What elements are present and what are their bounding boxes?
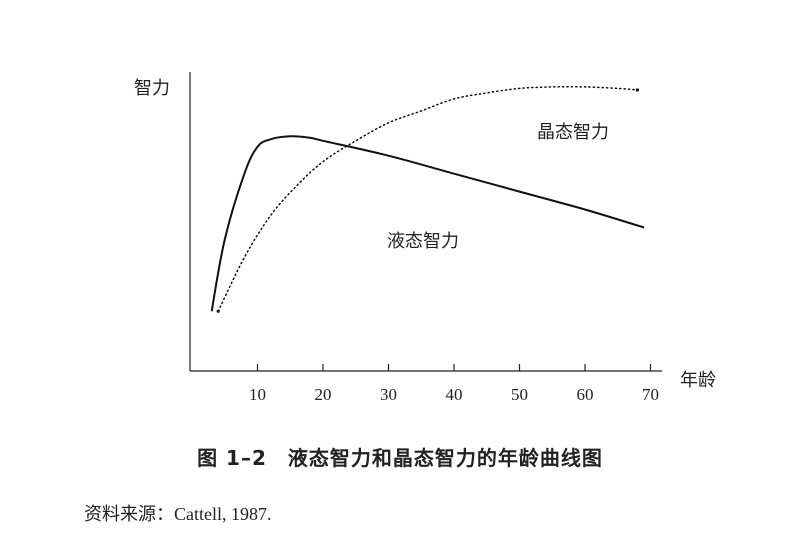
fluid-intelligence-line [210,135,645,312]
chart: 10 20 30 40 50 60 70 智力 年龄 晶态智力 液态智力 [134,72,716,404]
crystallized-intelligence-line [217,86,639,312]
source-note: 资料来源：Cattell, 1987. [84,504,272,524]
x-tick-label: 40 [446,385,463,404]
figure-caption: 图 1–2 液态智力和晶态智力的年龄曲线图 [197,446,603,470]
x-tick-label: 70 [642,385,659,404]
x-tick-label: 60 [577,385,594,404]
x-tick-label: 10 [249,385,266,404]
x-tick-label: 20 [315,385,332,404]
x-tick-label: 50 [511,385,528,404]
crystallized-start-point [216,309,220,313]
crystallized-label: 晶态智力 [537,122,609,143]
series-layer [210,86,645,313]
x-axis-label: 年龄 [680,370,716,391]
x-tick-label: 30 [380,385,397,404]
fluid-label: 液态智力 [387,231,459,252]
crystallized-end-point [635,88,640,92]
x-ticks: 10 20 30 40 50 60 70 [249,364,659,404]
y-axis-label: 智力 [134,78,170,99]
